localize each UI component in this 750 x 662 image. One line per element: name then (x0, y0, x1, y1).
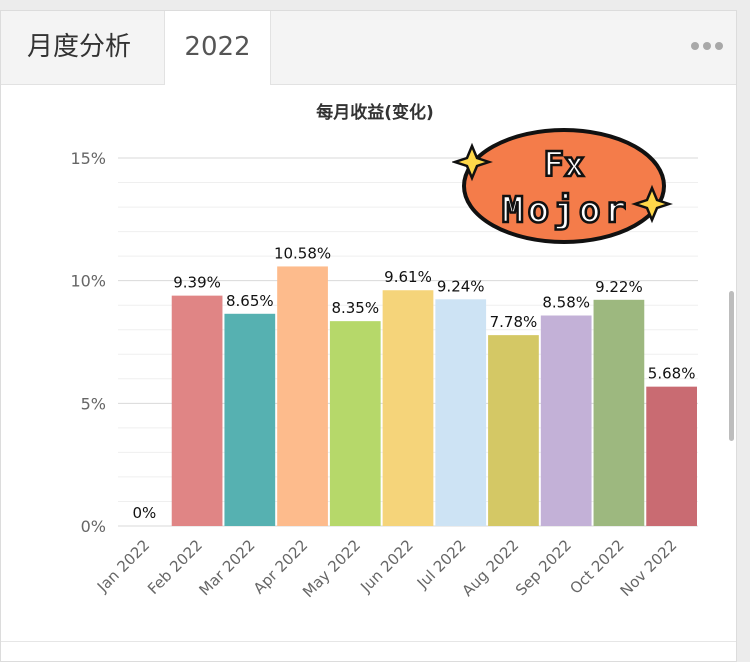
bar[interactable] (540, 315, 592, 526)
data-label: 8.58% (542, 294, 590, 312)
logo-line2: Mojor (502, 190, 630, 231)
bar[interactable] (646, 386, 697, 526)
y-tick-label: 10% (70, 272, 106, 291)
y-tick-label: 5% (81, 394, 106, 413)
more-options-icon[interactable] (690, 36, 724, 56)
bar[interactable] (435, 299, 487, 526)
scrollbar[interactable] (729, 291, 734, 441)
bar[interactable] (224, 313, 276, 526)
sparkle-left-icon (452, 142, 493, 182)
x-tick-label: Sep 2022 (512, 536, 575, 599)
data-label: 9.61% (384, 268, 432, 286)
x-tick-label: Aug 2022 (458, 536, 522, 600)
logo-line1: Fx (544, 145, 585, 185)
data-label: 10.58% (274, 244, 331, 262)
bar[interactable] (382, 290, 434, 526)
bar[interactable] (171, 295, 223, 526)
bar[interactable] (593, 299, 645, 526)
fx-mojor-logo: Fx Mojor (452, 128, 673, 244)
sparkle-right-icon (631, 184, 673, 224)
data-label: 9.22% (595, 278, 643, 296)
data-label: 8.65% (226, 292, 274, 310)
tab-year-2022[interactable]: 2022 (164, 11, 271, 85)
data-label: 5.68% (648, 365, 696, 383)
tab-bar: 月度分析 2022 (1, 11, 736, 85)
data-label: 0% (132, 504, 156, 522)
data-label: 8.35% (331, 299, 379, 317)
x-tick-label: Nov 2022 (617, 536, 681, 600)
bar[interactable] (488, 335, 539, 526)
data-label: 7.78% (490, 313, 538, 331)
y-tick-label: 15% (70, 149, 106, 168)
x-tick-label: May 2022 (299, 536, 364, 601)
divider (1, 641, 736, 642)
x-tick-label: Mar 2022 (196, 536, 259, 599)
tab-monthly-analysis[interactable]: 月度分析 (27, 32, 132, 62)
y-tick-label: 0% (81, 517, 106, 536)
data-label: 9.39% (173, 274, 221, 292)
x-tick-label: Jan 2022 (93, 536, 153, 596)
x-tick-label: Jun 2022 (356, 536, 416, 596)
chart-title: 每月收益(变化) (316, 102, 434, 123)
bar[interactable] (277, 266, 328, 526)
data-label: 9.24% (437, 277, 485, 295)
bar[interactable] (329, 321, 381, 526)
